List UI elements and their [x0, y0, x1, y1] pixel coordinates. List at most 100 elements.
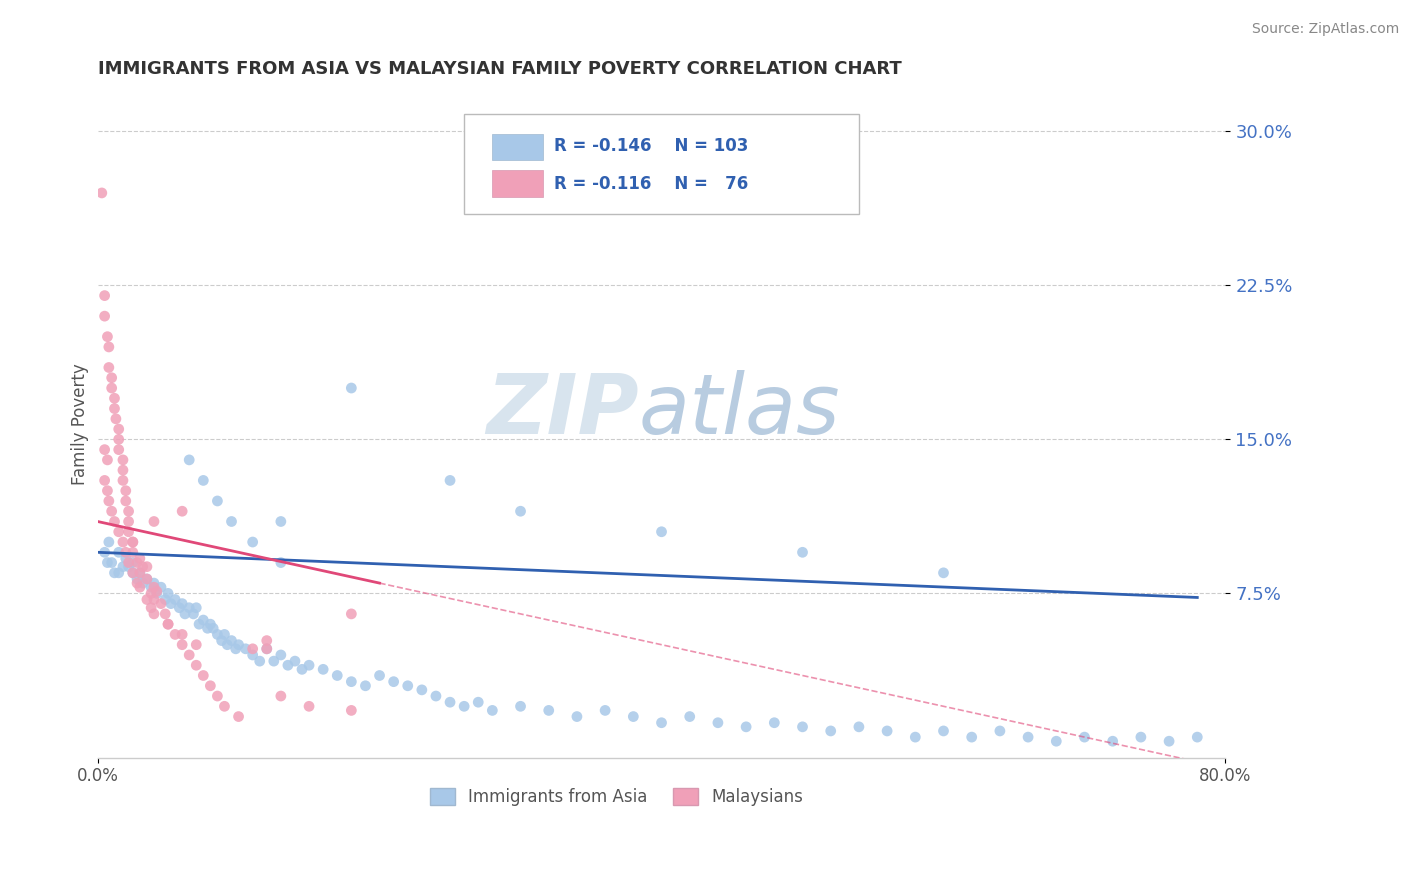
Point: [193, 668, 215, 682]
Point: [439, 474, 461, 488]
Point: [93, 309, 115, 323]
Point: [143, 576, 166, 591]
Point: [256, 641, 278, 656]
Point: [1045, 734, 1067, 748]
Point: [172, 638, 194, 652]
Point: [107, 422, 129, 436]
Point: [256, 641, 278, 656]
Point: [217, 638, 239, 652]
Point: [117, 504, 139, 518]
Point: [143, 580, 166, 594]
Point: [214, 627, 236, 641]
Text: IMMIGRANTS FROM ASIA VS MALAYSIAN FAMILY POVERTY CORRELATION CHART: IMMIGRANTS FROM ASIA VS MALAYSIAN FAMILY…: [97, 60, 901, 78]
Point: [93, 288, 115, 302]
Point: [1101, 734, 1123, 748]
Point: [651, 715, 673, 730]
Point: [284, 654, 307, 668]
Point: [146, 584, 169, 599]
Point: [186, 600, 208, 615]
Point: [228, 709, 250, 723]
Point: [155, 592, 177, 607]
Point: [111, 474, 134, 488]
Point: [707, 715, 730, 730]
Point: [103, 566, 125, 580]
Point: [150, 580, 173, 594]
FancyBboxPatch shape: [492, 170, 543, 197]
Point: [211, 633, 233, 648]
Point: [848, 720, 870, 734]
Point: [340, 674, 363, 689]
Point: [382, 674, 405, 689]
Point: [103, 401, 125, 416]
Point: [1129, 730, 1152, 744]
Point: [207, 494, 229, 508]
Point: [651, 524, 673, 539]
Point: [172, 504, 194, 518]
Point: [621, 709, 644, 723]
Point: [291, 662, 314, 676]
Point: [165, 592, 187, 607]
Legend: Immigrants from Asia, Malaysians: Immigrants from Asia, Malaysians: [423, 781, 810, 813]
Point: [165, 627, 187, 641]
Point: [735, 720, 758, 734]
Point: [93, 442, 115, 457]
Point: [263, 654, 285, 668]
Text: Source: ZipAtlas.com: Source: ZipAtlas.com: [1251, 22, 1399, 37]
Point: [117, 515, 139, 529]
Point: [172, 627, 194, 641]
Point: [228, 638, 250, 652]
Point: [93, 474, 115, 488]
Point: [326, 668, 349, 682]
Point: [131, 559, 153, 574]
Point: [179, 600, 201, 615]
Point: [96, 329, 118, 343]
Point: [128, 551, 150, 566]
Point: [121, 556, 143, 570]
Point: [593, 703, 616, 717]
Point: [396, 679, 419, 693]
Point: [111, 559, 134, 574]
Point: [179, 648, 201, 662]
Point: [820, 723, 842, 738]
Point: [270, 515, 292, 529]
Text: atlas: atlas: [638, 370, 841, 451]
Point: [188, 617, 211, 632]
Point: [135, 572, 157, 586]
Point: [172, 597, 194, 611]
Point: [143, 515, 166, 529]
Point: [1187, 730, 1209, 744]
Point: [97, 494, 120, 508]
Point: [100, 381, 122, 395]
Point: [298, 699, 321, 714]
Point: [125, 572, 148, 586]
Point: [143, 592, 166, 607]
Point: [96, 556, 118, 570]
Point: [312, 662, 335, 676]
Point: [131, 576, 153, 591]
Point: [425, 689, 447, 703]
Point: [107, 442, 129, 457]
Point: [114, 545, 136, 559]
Point: [157, 617, 180, 632]
Point: [792, 545, 814, 559]
Point: [340, 381, 363, 395]
Point: [117, 524, 139, 539]
Point: [256, 633, 278, 648]
Point: [242, 535, 264, 549]
Point: [111, 463, 134, 477]
Point: [128, 566, 150, 580]
Point: [141, 586, 163, 600]
Point: [207, 627, 229, 641]
Point: [565, 709, 588, 723]
Point: [128, 580, 150, 594]
Point: [121, 535, 143, 549]
Point: [107, 566, 129, 580]
Point: [103, 392, 125, 406]
Point: [186, 658, 208, 673]
Point: [368, 668, 391, 682]
Point: [117, 559, 139, 574]
Point: [104, 412, 127, 426]
FancyBboxPatch shape: [492, 134, 543, 161]
Point: [340, 703, 363, 717]
Point: [100, 370, 122, 384]
